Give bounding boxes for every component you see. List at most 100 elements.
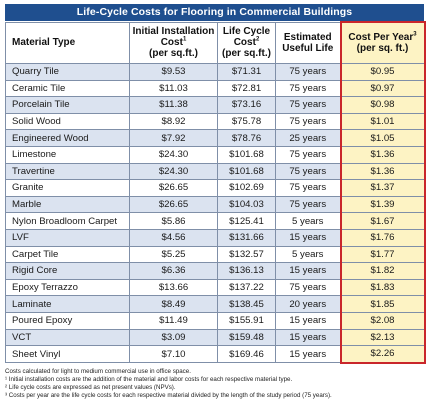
cell-useful-life: 20 years [275,295,341,313]
cell-installation-cost: $24.30 [129,145,218,164]
cell-life-cycle-cost: $78.76 [217,129,276,147]
cell-installation-cost: $26.65 [129,195,218,214]
header-row: Material Type Initial Installation Cost1… [5,21,426,64]
cell-cost-per-year: $2.08 [339,311,426,330]
cell-cost-per-year: $1.82 [339,262,426,280]
cell-material: Marble [5,195,130,214]
cell-cost-per-year: $1.76 [339,228,426,247]
table-row: Porcelain Tile $11.38 $73.16 75 years $0.98 [5,96,426,114]
cell-material: Epoxy Terrazzo [5,278,130,297]
table-row: Travertine $24.30 $101.68 75 years $1.36 [5,162,426,181]
table-row: Sheet Vinyl $7.10 $169.46 15 years $2.26 [5,345,426,364]
footnote-2: ² Life cycle costs are expressed as net … [5,384,176,392]
cell-material: Granite [5,179,130,197]
cell-cost-per-year: $1.67 [339,212,426,230]
cell-material: Quarry Tile [5,63,130,81]
table-row: Engineered Wood $7.92 $78.76 25 years $1.05 [5,129,426,147]
cell-material: Porcelain Tile [5,96,130,114]
cell-useful-life: 15 years [275,311,341,330]
cell-installation-cost: $24.30 [129,162,218,181]
cell-installation-cost: $5.25 [129,245,218,264]
cell-useful-life: 15 years [275,262,341,280]
cell-life-cycle-cost: $137.22 [217,278,276,297]
cell-life-cycle-cost: $102.69 [217,179,276,197]
cell-installation-cost: $26.65 [129,179,218,197]
cell-life-cycle-cost: $101.68 [217,145,276,164]
cell-cost-per-year: $1.77 [339,245,426,264]
cell-useful-life: 75 years [275,63,341,81]
table-row: Nylon Broadloom Carpet $5.86 $125.41 5 year… [5,212,426,230]
cell-useful-life: 75 years [275,179,341,197]
cell-cost-per-year: $1.01 [339,112,426,131]
cell-useful-life: 75 years [275,278,341,297]
cell-material: Rigid Core [5,262,130,280]
cell-cost-per-year: $1.05 [339,129,426,147]
cell-cost-per-year: $2.13 [339,328,426,347]
cell-material: Carpet Tile [5,245,130,264]
cell-useful-life: 75 years [275,195,341,214]
cell-useful-life: 75 years [275,145,341,164]
cell-material: VCT [5,328,130,347]
cell-installation-cost: $4.56 [129,228,218,247]
header-useful-life: Estimated Useful Life [275,21,341,64]
table-row: Ceramic Tile $11.03 $72.81 75 years $0.97 [5,79,426,98]
cell-cost-per-year: $0.95 [339,63,426,81]
cell-cost-per-year: $1.83 [339,278,426,297]
cell-cost-per-year: $1.36 [339,145,426,164]
cell-cost-per-year: $0.97 [339,79,426,98]
cell-life-cycle-cost: $138.45 [217,295,276,313]
cell-life-cycle-cost: $104.03 [217,195,276,214]
cell-installation-cost: $11.49 [129,311,218,330]
cell-installation-cost: $8.92 [129,112,218,131]
cell-material: Solid Wood [5,112,130,131]
cell-installation-cost: $6.36 [129,262,218,280]
header-installation-cost: Initial Installation Cost1 (per sq.ft.) [129,21,218,64]
cell-useful-life: 75 years [275,112,341,131]
cell-cost-per-year: $1.37 [339,179,426,197]
table-row: Solid Wood $8.92 $75.78 75 years $1.01 [5,112,426,131]
footnote-3: ³ Costs per year are the life cycle cost… [5,392,332,400]
cell-material: Engineered Wood [5,129,130,147]
cell-life-cycle-cost: $75.78 [217,112,276,131]
cell-useful-life: 75 years [275,162,341,181]
cell-material: Nylon Broadloom Carpet [5,212,130,230]
cell-installation-cost: $11.03 [129,79,218,98]
cell-life-cycle-cost: $132.57 [217,245,276,264]
cell-useful-life: 75 years [275,96,341,114]
table-row: Rigid Core $6.36 $136.13 15 years $1.82 [5,262,426,280]
cell-life-cycle-cost: $155.91 [217,311,276,330]
cell-useful-life: 75 years [275,79,341,98]
table-row: VCT $3.09 $159.48 15 years $2.13 [5,328,426,347]
cell-installation-cost: $11.38 [129,96,218,114]
footnotes: Costs calculated for light to medium com… [5,368,424,401]
cell-life-cycle-cost: $72.81 [217,79,276,98]
cell-useful-life: 25 years [275,129,341,147]
cell-material: Limestone [5,145,130,164]
cell-material: Poured Epoxy [5,311,130,330]
table-row: Quarry Tile $9.53 $71.31 75 years $0.95 [5,63,426,81]
table-row: Granite $26.65 $102.69 75 years $1.37 [5,179,426,197]
table-row: Poured Epoxy $11.49 $155.91 15 years $2.08 [5,311,426,330]
cell-life-cycle-cost: $136.13 [217,262,276,280]
cell-life-cycle-cost: $131.66 [217,228,276,247]
cell-installation-cost: $7.10 [129,345,218,364]
cell-material: Ceramic Tile [5,79,130,98]
cell-cost-per-year: $0.98 [339,96,426,114]
cell-material: Sheet Vinyl [5,345,130,364]
cell-life-cycle-cost: $125.41 [217,212,276,230]
table-row: LVF $4.56 $131.66 15 years $1.76 [5,228,426,247]
cell-cost-per-year: $1.39 [339,195,426,214]
cell-cost-per-year: $1.85 [339,295,426,313]
cell-useful-life: 5 years [275,212,341,230]
table-row: Laminate $8.49 $138.45 20 years $1.85 [5,295,426,313]
table-row: Carpet Tile $5.25 $132.57 5 years $1.77 [5,245,426,264]
cell-useful-life: 5 years [275,245,341,264]
header-material-type: Material Type [5,21,130,64]
cell-material: Travertine [5,162,130,181]
cell-installation-cost: $3.09 [129,328,218,347]
cell-installation-cost: $9.53 [129,63,218,81]
cell-installation-cost: $5.86 [129,212,218,230]
table-body: Quarry Tile $9.53 $71.31 75 years $0.95 Ceram… [5,63,426,364]
cell-life-cycle-cost: $73.16 [217,96,276,114]
cell-material: Laminate [5,295,130,313]
